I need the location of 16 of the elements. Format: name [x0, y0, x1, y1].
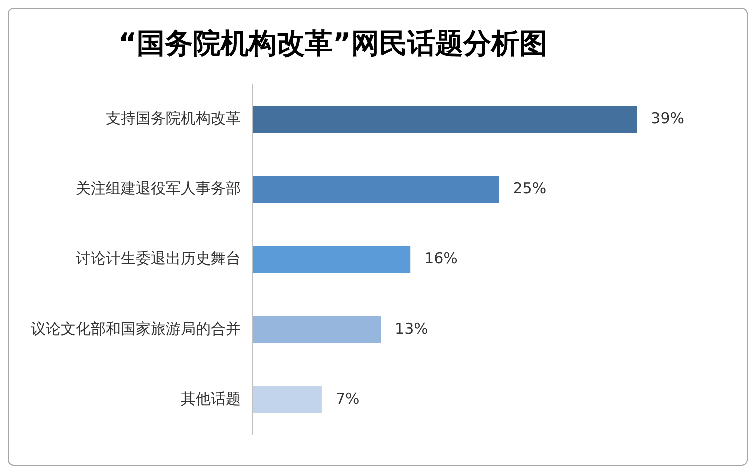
y-tick-label: 讨论计生委退出历史舞台	[76, 250, 241, 268]
chart-title: “国务院机构改革”网民话题分析图	[118, 27, 548, 60]
bar	[253, 246, 411, 274]
data-label: 13%	[395, 320, 428, 338]
data-label: 39%	[651, 110, 684, 128]
y-tick-label: 关注组建退役军人事务部	[76, 180, 241, 198]
bar	[253, 316, 382, 344]
data-label: 16%	[424, 250, 458, 268]
y-tick-label: 其他话题	[181, 390, 241, 408]
bar	[253, 176, 500, 204]
y-tick-label: 议论文化部和国家旅游局的合并	[31, 320, 241, 338]
y-tick-label: 支持国务院机构改革	[106, 110, 241, 128]
bar	[253, 386, 322, 414]
bar	[253, 106, 638, 134]
data-label: 7%	[336, 390, 360, 408]
data-label: 25%	[513, 180, 547, 198]
